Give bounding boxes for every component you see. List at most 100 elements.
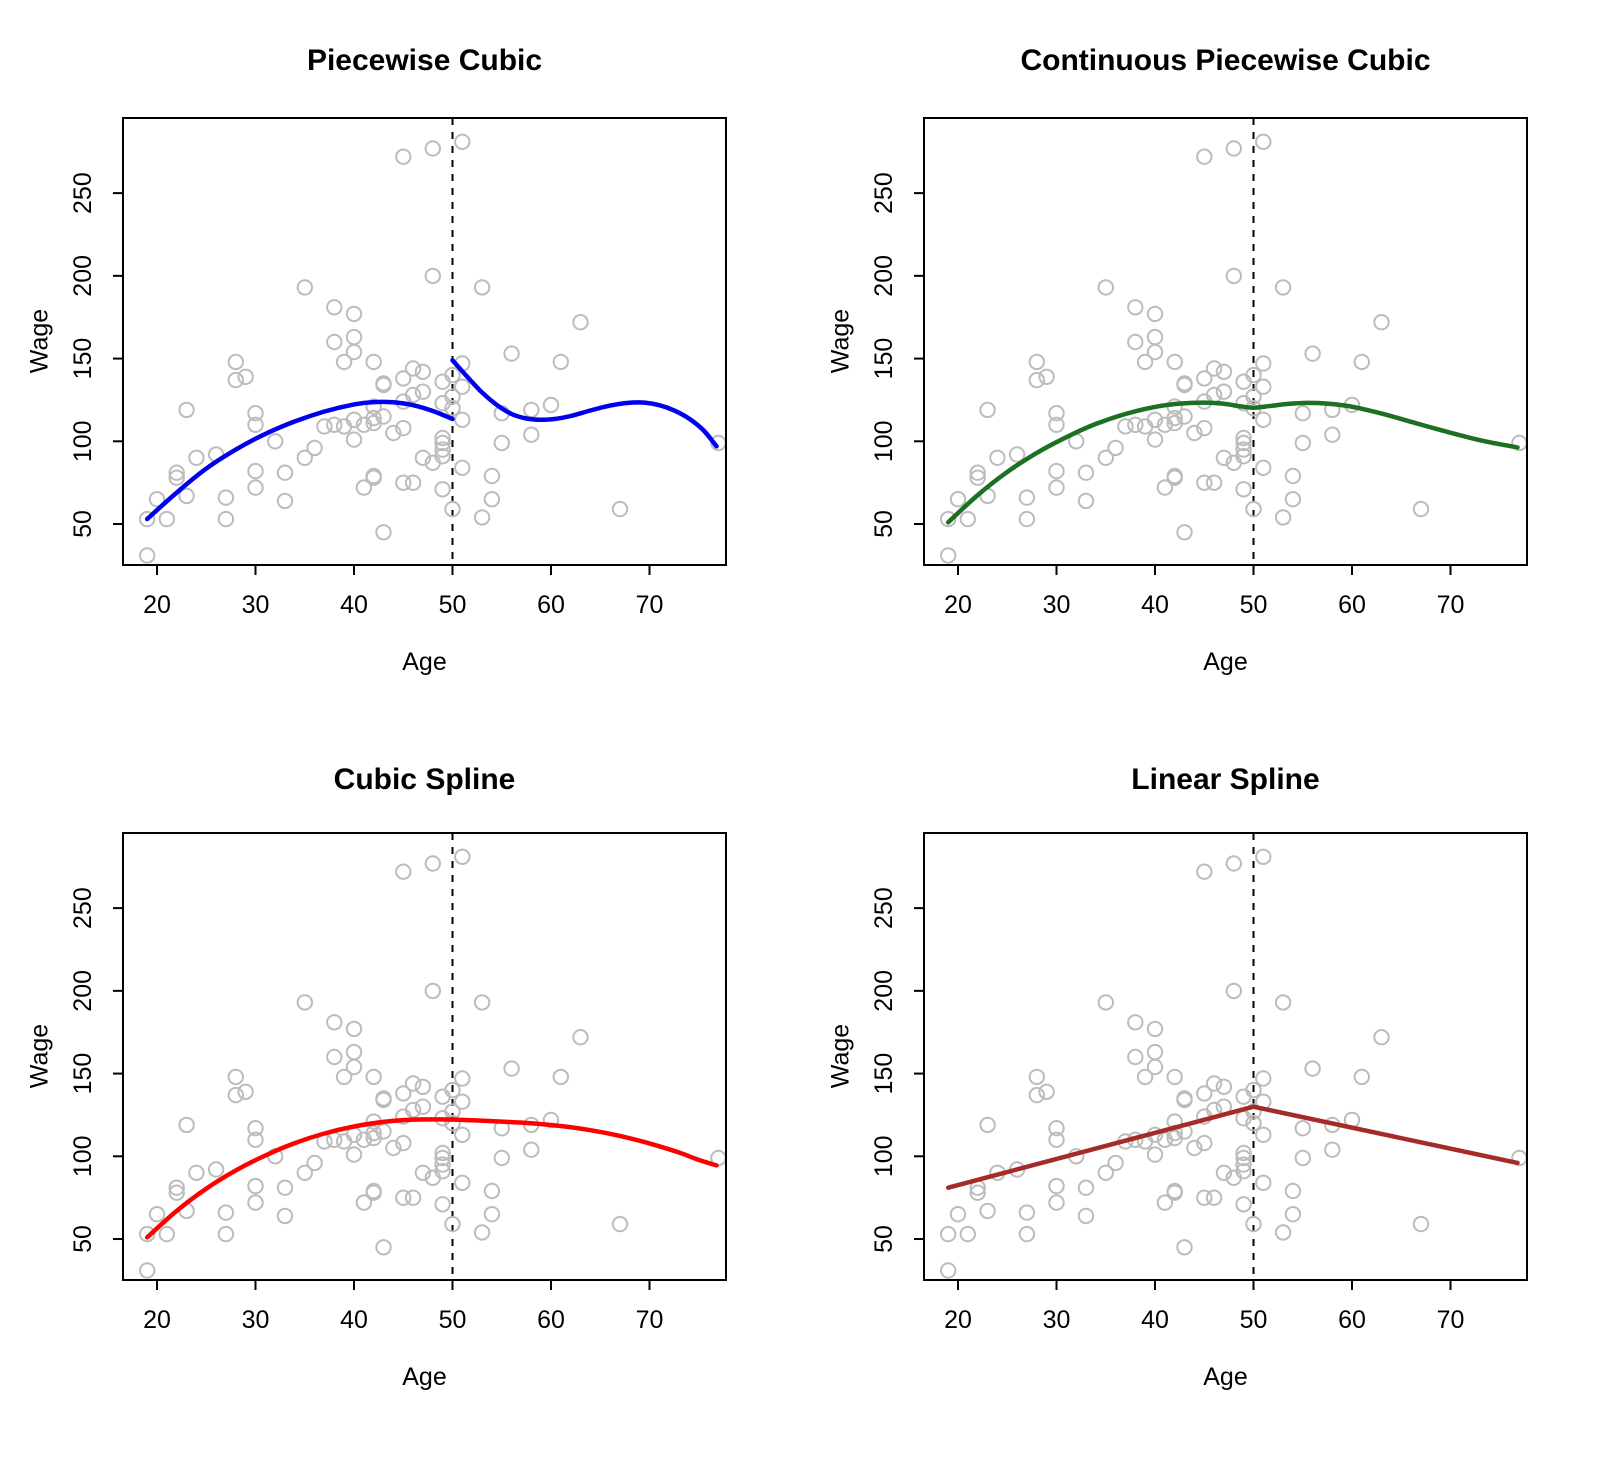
data-point: [1245, 500, 1262, 518]
data-point: [959, 510, 977, 528]
data-point: [1412, 1215, 1430, 1233]
data-point: [1324, 426, 1341, 443]
data-point: [493, 434, 510, 452]
data-point: [454, 459, 471, 476]
data-point: [365, 1068, 382, 1086]
data-point: [1077, 492, 1095, 510]
data-point: [572, 314, 589, 331]
data-point: [1225, 140, 1242, 157]
y-tick-label: 100: [870, 420, 898, 462]
data-point: [969, 464, 986, 481]
data-point: [188, 449, 205, 466]
data-point: [207, 1161, 225, 1178]
data-point: [473, 994, 491, 1011]
data-point: [1235, 1196, 1252, 1213]
data-point: [434, 1144, 451, 1162]
data-point: [414, 363, 432, 380]
data-point: [949, 491, 967, 508]
data-point: [1196, 419, 1213, 437]
y-tick-label: 250: [69, 887, 97, 929]
data-point: [1048, 416, 1065, 433]
data-point: [454, 133, 471, 151]
data-point: [454, 1093, 471, 1110]
data-point: [483, 491, 501, 508]
data-point: [375, 1239, 392, 1256]
data-point: [1225, 982, 1242, 1000]
data-point: [542, 396, 560, 414]
x-axis-label: Age: [402, 648, 447, 676]
data-point: [1028, 353, 1046, 371]
data-point: [345, 305, 363, 323]
data-point: [385, 424, 402, 442]
data-point: [434, 481, 451, 498]
data-point: [1255, 355, 1272, 372]
data-point: [276, 464, 294, 481]
y-axis-label: Wage: [826, 1023, 855, 1089]
data-point: [959, 1225, 977, 1243]
data-point: [454, 378, 471, 395]
x-tick-label: 20: [143, 591, 171, 619]
y-tick-label: 250: [870, 887, 898, 929]
data-point: [1205, 474, 1223, 491]
data-point: [434, 1149, 451, 1167]
x-tick-label: 20: [944, 1306, 972, 1334]
data-point: [1294, 434, 1311, 452]
data-point: [227, 1068, 245, 1086]
data-point: [395, 419, 412, 437]
data-point: [247, 416, 264, 433]
data-point: [168, 1179, 185, 1196]
data-point: [424, 267, 441, 285]
data-point: [1146, 1020, 1164, 1038]
data-point: [1294, 1149, 1311, 1167]
x-tick-label: 30: [242, 591, 270, 619]
data-point: [434, 1088, 451, 1105]
data-point: [345, 1058, 363, 1076]
data-point: [1255, 1174, 1272, 1191]
data-point: [1215, 363, 1233, 380]
data-point: [1146, 1043, 1164, 1061]
data-point: [237, 1083, 254, 1100]
data-point: [326, 1014, 343, 1031]
data-point: [434, 1163, 451, 1180]
data-point: [503, 1060, 520, 1077]
data-point: [296, 279, 313, 296]
data-point: [375, 375, 392, 392]
panel-canvas: 20 30 40 50 60 70 50 100 150 200 250: [870, 832, 1528, 1334]
data-point: [1127, 416, 1144, 433]
x-tick-label: 40: [340, 1306, 368, 1334]
data-point: [483, 1206, 501, 1223]
data-point: [1038, 368, 1055, 385]
data-point: [355, 1194, 373, 1211]
data-point: [1196, 370, 1213, 387]
data-point: [1186, 1139, 1203, 1157]
data-point: [1048, 1177, 1065, 1195]
data-point: [1235, 1144, 1252, 1162]
data-point: [139, 547, 156, 564]
data-point: [1235, 1163, 1252, 1180]
data-point: [404, 1075, 422, 1092]
data-point: [345, 1146, 363, 1163]
data-point: [1018, 1225, 1036, 1243]
data-point: [969, 469, 986, 486]
data-point: [1097, 449, 1114, 466]
data-point: [306, 1154, 323, 1172]
data-point: [1215, 1078, 1233, 1095]
panel-linear-spline: 20 30 40 50 60 70 50 100 150 200 250 Linear Spline…: [801, 715, 1603, 1459]
data-point: [1117, 418, 1134, 435]
panel-canvas: 20 30 40 50 60 70 50 100 150 200 250: [870, 117, 1528, 619]
y-axis-label: Wage: [826, 308, 855, 374]
data-point: [940, 1225, 957, 1243]
data-point: [217, 1225, 235, 1243]
data-point: [1373, 314, 1390, 331]
panel-title: Continuous Piecewise Cubic: [1020, 44, 1431, 77]
data-point: [1235, 1149, 1252, 1167]
data-point: [247, 1131, 264, 1148]
data-point: [1196, 474, 1213, 491]
x-tick-label: 70: [636, 591, 664, 619]
data-point: [1235, 1088, 1252, 1105]
data-point: [217, 489, 235, 506]
data-point: [1196, 863, 1213, 880]
data-point: [1284, 467, 1302, 485]
data-point: [1324, 1141, 1341, 1158]
